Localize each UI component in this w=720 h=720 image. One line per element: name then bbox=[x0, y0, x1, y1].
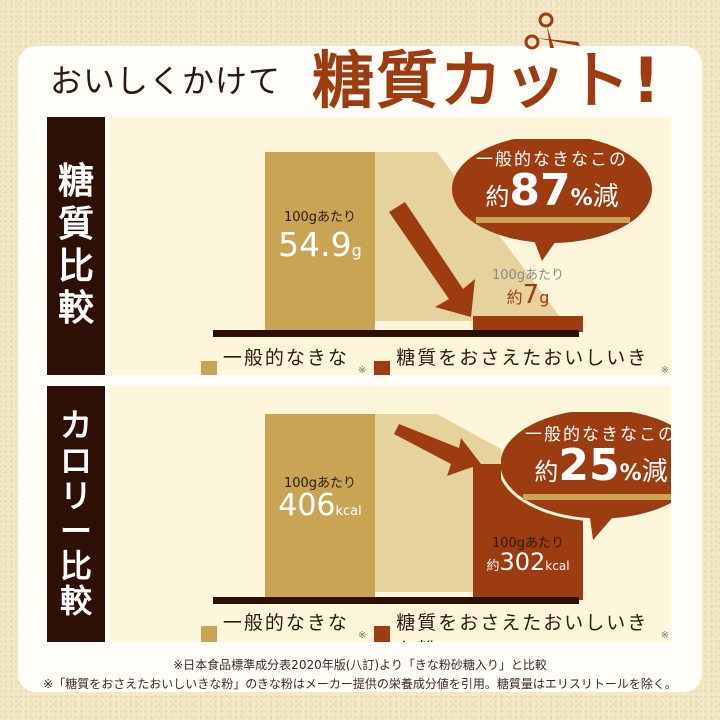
calorie-comparison-panel: カ ロ リ ー 比 較 100gあたり 406kcal 100gあたり 約302… bbox=[47, 386, 671, 642]
bubble-suffix: 減 bbox=[641, 457, 668, 487]
bubble-underline bbox=[523, 494, 671, 500]
legend-note: ※ bbox=[358, 629, 369, 641]
bubble-percent: % bbox=[619, 461, 642, 486]
value-number: 7 bbox=[522, 280, 540, 310]
value-number: 54.9 bbox=[278, 225, 352, 264]
side-char: リ bbox=[59, 476, 92, 515]
bar-low-value: 約302kcal bbox=[473, 548, 583, 576]
reduction-bubble: 一般的なきなこの 約25%減 bbox=[501, 412, 671, 542]
header-subtitle: おいしくかけて bbox=[50, 62, 282, 100]
x-axis bbox=[213, 597, 579, 604]
footnote-1: ※日本食品標準成分表2020年版(八訂)より「きな粉砂糖入り」と比較 bbox=[173, 658, 547, 672]
bubble-percentage: 約25%減 bbox=[501, 440, 671, 491]
legend-swatch-low bbox=[374, 361, 391, 375]
bar-low-per: 100gあたり bbox=[491, 268, 565, 283]
carb-legend: 一般的なきなこ ※ 糖質をおさえたおいしいきな粉 ※ bbox=[201, 343, 671, 375]
legend-swatch-standard bbox=[201, 361, 217, 375]
bubble-value: 25 bbox=[558, 440, 620, 491]
bar-low-value: 約7g bbox=[473, 280, 583, 310]
value-unit: g bbox=[351, 241, 362, 260]
side-char: 較 bbox=[57, 288, 94, 330]
carb-side-label: 糖 質 比 較 bbox=[47, 117, 105, 375]
bubble-shape bbox=[452, 139, 652, 261]
bubble-caption: 一般的なきなこの bbox=[476, 150, 628, 170]
header-title: 糖質カット! bbox=[312, 44, 663, 117]
reduction-bubble: 一般的なきなこの 約87%減 bbox=[452, 139, 652, 261]
legend-note: ※ bbox=[358, 364, 369, 376]
bubble-shape bbox=[501, 412, 671, 540]
bubble-percentage: 約87%減 bbox=[452, 165, 652, 216]
bar-standard-value: 54.9g bbox=[265, 225, 375, 264]
side-char: 質 bbox=[57, 203, 94, 245]
bar-standard-kinako bbox=[265, 152, 375, 332]
bubble-percent: % bbox=[570, 186, 593, 211]
legend-label-low: 糖質をおさえたおいしいきな粉 bbox=[396, 612, 649, 642]
side-char: ー bbox=[59, 512, 92, 550]
bar-shadow bbox=[327, 152, 563, 321]
legend-note: ※ bbox=[660, 364, 671, 376]
legend-label-low: 糖質をおさえたおいしいきな粉 bbox=[396, 347, 649, 375]
header: おいしくかけて 糖質カット! bbox=[0, 0, 720, 117]
side-char: 比 bbox=[59, 547, 92, 586]
bar-standard-kinako bbox=[265, 414, 375, 600]
bubble-underline bbox=[476, 217, 630, 223]
legend-swatch-low bbox=[374, 626, 391, 642]
value-number: 406 bbox=[278, 488, 336, 523]
side-char: カ bbox=[59, 406, 92, 445]
bubble-prefix: 約 bbox=[534, 458, 559, 486]
bubble-prefix: 約 bbox=[485, 183, 510, 211]
value-unit: kcal bbox=[545, 559, 570, 573]
bar-standard-per: 100gあたり bbox=[283, 476, 357, 491]
side-char: 較 bbox=[59, 582, 92, 621]
value-prefix: 約 bbox=[486, 559, 500, 574]
bubble-caption: 一般的なきなこの bbox=[525, 425, 671, 445]
side-char: ロ bbox=[59, 441, 92, 480]
value-unit: g bbox=[539, 288, 550, 307]
value-number: 302 bbox=[499, 548, 546, 576]
legend-note: ※ bbox=[660, 629, 671, 641]
scissors-icon bbox=[524, 12, 580, 50]
bar-standard-per: 100gあたり bbox=[283, 210, 357, 225]
side-char: 糖 bbox=[57, 161, 94, 203]
calorie-chart: 100gあたり 406kcal 100gあたり 約302kcal 一般的なきなこ… bbox=[109, 386, 671, 642]
legend-swatch-standard bbox=[201, 626, 217, 642]
bubble-suffix: 減 bbox=[592, 182, 619, 212]
side-char: 比 bbox=[57, 246, 94, 287]
bar-low-carb-kinako bbox=[473, 316, 583, 332]
footnote-2: ※「糖質をおさえたおいしいきな粉」のきな粉はメーカー提供の栄養成分値を引用。糖質… bbox=[43, 677, 677, 691]
bar-low-per: 100gあたり bbox=[491, 536, 565, 551]
value-prefix: 約 bbox=[506, 288, 523, 307]
carb-comparison-panel: 糖 質 比 較 100gあたり 54.9g 100gあたり 約7g 一般的なきな… bbox=[47, 117, 671, 375]
legend-label-standard: 一般的なきなこ bbox=[222, 347, 349, 375]
legend-label-standard: 一般的なきなこ bbox=[222, 612, 349, 642]
calorie-legend: 一般的なきなこ ※ 糖質をおさえたおいしいきな粉 ※ bbox=[201, 608, 671, 642]
x-axis bbox=[213, 330, 579, 337]
carb-chart: 100gあたり 54.9g 100gあたり 約7g 一般的なきなこの 約87%減… bbox=[109, 117, 671, 375]
bubble-value: 87 bbox=[509, 165, 571, 216]
calorie-side-label: カ ロ リ ー 比 較 bbox=[47, 386, 105, 642]
value-unit: kcal bbox=[335, 504, 362, 519]
bar-standard-value: 406kcal bbox=[265, 488, 375, 523]
